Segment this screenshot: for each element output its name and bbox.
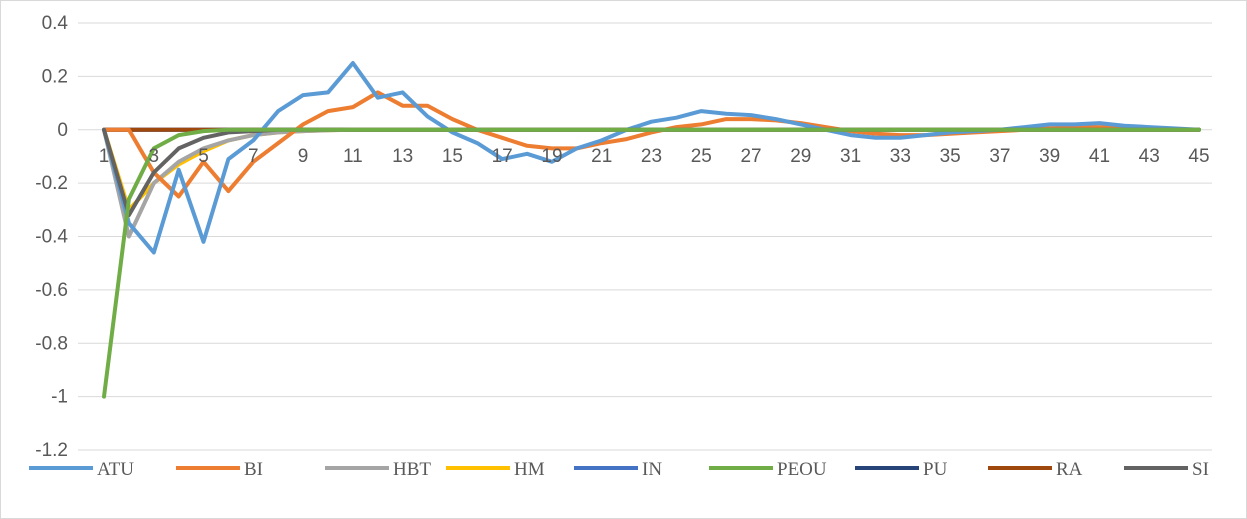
x-tick-label: 13 <box>392 146 413 167</box>
y-axis-tick-labels: 0.4 0.2 0 -0.2 -0.4 -0.6 -0.8 -1 -1.2 <box>35 13 68 461</box>
x-tick-label: 27 <box>740 146 761 167</box>
x-tick-label: 15 <box>442 146 463 167</box>
y-tick-label: -0.4 <box>35 227 68 248</box>
series-line-hm <box>102 127 1201 212</box>
x-tick-label: 31 <box>840 146 861 167</box>
legend-label: HBT <box>393 459 431 480</box>
x-tick-label: 19 <box>541 146 562 167</box>
legend-item-ra: RA <box>988 459 1083 480</box>
y-tick-label: 0 <box>57 120 68 141</box>
legend-label: HM <box>514 459 545 480</box>
x-tick-label: 41 <box>1089 146 1110 167</box>
series-lines <box>102 61 1201 399</box>
legend-item-in: IN <box>574 459 662 480</box>
legend-item-bi: BI <box>176 459 263 480</box>
series-line-peou <box>102 127 1201 399</box>
y-tick-label: -0.6 <box>35 280 68 301</box>
x-tick-label: 35 <box>940 146 961 167</box>
x-tick-label: 23 <box>641 146 662 167</box>
y-tick-label: -1 <box>51 387 68 408</box>
x-tick-label: 3 <box>148 146 159 167</box>
x-tick-label: 29 <box>790 146 811 167</box>
x-tick-label: 39 <box>1039 146 1060 167</box>
x-tick-label: 25 <box>691 146 712 167</box>
legend-label: SI <box>1192 459 1209 480</box>
x-tick-label: 11 <box>343 146 363 167</box>
y-tick-label: -0.8 <box>35 333 68 354</box>
legend-label: PU <box>923 459 948 480</box>
legend-label: BI <box>244 459 263 480</box>
x-axis-tick-labels: 1 3 5 7 9 11 13 15 17 19 21 23 25 27 29 31 33 35 37 39 41 43 4… <box>99 146 1210 167</box>
y-tick-label: -1.2 <box>35 440 68 461</box>
legend-item-hm: HM <box>446 459 545 480</box>
y-tick-label: 0.2 <box>42 66 68 87</box>
legend-label: IN <box>642 459 662 480</box>
legend-item-pu: PU <box>855 459 948 480</box>
x-tick-label: 45 <box>1188 146 1209 167</box>
y-tick-label: 0.4 <box>42 13 69 34</box>
legend: ATU BI HBT HM IN PEOU PU RA SI <box>29 459 1209 480</box>
x-tick-label: 5 <box>198 146 209 167</box>
x-tick-label: 17 <box>492 146 513 167</box>
legend-label: PEOU <box>777 459 827 480</box>
series-line-bi <box>102 90 1201 199</box>
x-tick-label: 1 <box>99 146 110 167</box>
x-tick-label: 43 <box>1139 146 1160 167</box>
legend-label: RA <box>1056 459 1083 480</box>
x-tick-label: 7 <box>248 146 259 167</box>
legend-item-peou: PEOU <box>709 459 827 480</box>
x-tick-label: 21 <box>591 146 612 167</box>
legend-item-si: SI <box>1124 459 1209 480</box>
legend-label: ATU <box>97 459 134 480</box>
series-line-si <box>102 127 1201 218</box>
x-tick-label: 37 <box>989 146 1010 167</box>
x-tick-label: 9 <box>298 146 309 167</box>
x-tick-label: 33 <box>890 146 911 167</box>
legend-item-atu: ATU <box>29 459 134 480</box>
y-tick-label: -0.2 <box>35 173 68 194</box>
y-gridlines <box>78 22 1212 451</box>
legend-item-hbt: HBT <box>325 459 431 480</box>
